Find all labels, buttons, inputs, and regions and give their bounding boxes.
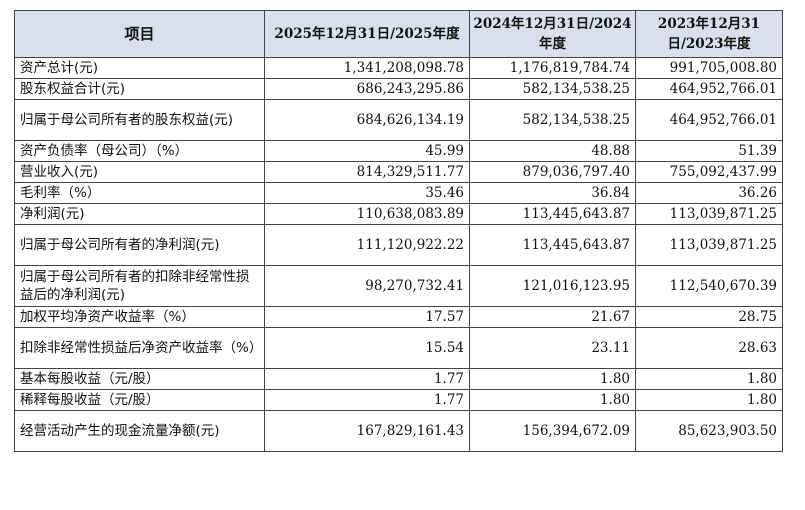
table-row: 净利润(元) 110,638,083.89 113,445,643.87 113… <box>14 203 783 225</box>
table-row: 股东权益合计(元) 686,243,295.86 582,134,538.25 … <box>14 78 783 100</box>
value-2025: 17.57 <box>264 306 470 328</box>
table-row: 毛利率（%） 35.46 36.84 36.26 <box>14 182 783 204</box>
value-2023: 51.39 <box>635 140 783 162</box>
value-2023: 112,540,670.39 <box>635 265 783 307</box>
header-2023: 2023年12月31日/2023年度 <box>635 10 783 58</box>
value-2025: 686,243,295.86 <box>264 78 470 100</box>
value-2025: 167,829,161.43 <box>264 410 470 452</box>
value-2025: 35.46 <box>264 182 470 204</box>
value-2024: 36.84 <box>469 182 636 204</box>
header-2024: 2024年12月31日/2024年度 <box>469 10 636 58</box>
financial-table-container: 项目 2025年12月31日/2025年度 2024年12月31日/2024年度… <box>14 10 783 452</box>
table-row: 资产负债率（母公司）（%） 45.99 48.88 51.39 <box>14 140 783 162</box>
row-label: 归属于母公司所有者的股东权益(元) <box>14 99 265 141</box>
value-2024: 582,134,538.25 <box>469 99 636 141</box>
table-row: 加权平均净资产收益率（%） 17.57 21.67 28.75 <box>14 306 783 328</box>
table-row: 基本每股收益（元/股） 1.77 1.80 1.80 <box>14 368 783 390</box>
value-2024: 113,445,643.87 <box>469 203 636 225</box>
header-2025: 2025年12月31日/2025年度 <box>264 10 470 58</box>
value-2025: 814,329,511.77 <box>264 161 470 183</box>
value-2024: 582,134,538.25 <box>469 78 636 100</box>
row-label: 加权平均净资产收益率（%） <box>14 306 265 328</box>
value-2024: 879,036,797.40 <box>469 161 636 183</box>
table-row: 营业收入(元) 814,329,511.77 879,036,797.40 75… <box>14 161 783 183</box>
value-2025: 45.99 <box>264 140 470 162</box>
table-row: 归属于母公司所有者的净利润(元) 111,120,922.22 113,445,… <box>14 224 783 266</box>
table-row: 经营活动产生的现金流量净额(元) 167,829,161.43 156,394,… <box>14 410 783 452</box>
value-2023: 85,623,903.50 <box>635 410 783 452</box>
row-label: 扣除非经常性损益后净资产收益率（%） <box>14 327 265 369</box>
row-label: 归属于母公司所有者的净利润(元) <box>14 224 265 266</box>
table-row: 扣除非经常性损益后净资产收益率（%） 15.54 23.11 28.63 <box>14 327 783 369</box>
value-2025: 1.77 <box>264 389 470 411</box>
value-2024: 1,176,819,784.74 <box>469 57 636 79</box>
row-label: 经营活动产生的现金流量净额(元) <box>14 410 265 452</box>
row-label: 基本每股收益（元/股） <box>14 368 265 390</box>
value-2024: 21.67 <box>469 306 636 328</box>
table-row: 归属于母公司所有者的股东权益(元) 684,626,134.19 582,134… <box>14 99 783 141</box>
value-2023: 28.75 <box>635 306 783 328</box>
row-label: 资产负债率（母公司）（%） <box>14 140 265 162</box>
value-2024: 156,394,672.09 <box>469 410 636 452</box>
row-label: 净利润(元) <box>14 203 265 225</box>
table-row: 资产总计(元) 1,341,208,098.78 1,176,819,784.7… <box>14 57 783 79</box>
value-2023: 464,952,766.01 <box>635 78 783 100</box>
financial-data-table: 项目 2025年12月31日/2025年度 2024年12月31日/2024年度… <box>14 10 783 452</box>
row-label: 资产总计(元) <box>14 57 265 79</box>
value-2025: 1,341,208,098.78 <box>264 57 470 79</box>
value-2025: 110,638,083.89 <box>264 203 470 225</box>
value-2023: 1.80 <box>635 389 783 411</box>
value-2023: 755,092,437.99 <box>635 161 783 183</box>
header-row: 项目 2025年12月31日/2025年度 2024年12月31日/2024年度… <box>14 10 783 58</box>
value-2024: 48.88 <box>469 140 636 162</box>
row-label: 营业收入(元) <box>14 161 265 183</box>
value-2025: 98,270,732.41 <box>264 265 470 307</box>
value-2024: 121,016,123.95 <box>469 265 636 307</box>
header-item: 项目 <box>14 10 265 58</box>
value-2025: 684,626,134.19 <box>264 99 470 141</box>
value-2023: 113,039,871.25 <box>635 203 783 225</box>
row-label: 毛利率（%） <box>14 182 265 204</box>
value-2023: 113,039,871.25 <box>635 224 783 266</box>
value-2024: 23.11 <box>469 327 636 369</box>
value-2023: 28.63 <box>635 327 783 369</box>
value-2025: 111,120,922.22 <box>264 224 470 266</box>
value-2023: 464,952,766.01 <box>635 99 783 141</box>
row-label: 股东权益合计(元) <box>14 78 265 100</box>
row-label: 归属于母公司所有者的扣除非经常性损益后的净利润(元) <box>14 265 265 307</box>
value-2025: 15.54 <box>264 327 470 369</box>
value-2024: 113,445,643.87 <box>469 224 636 266</box>
value-2024: 1.80 <box>469 368 636 390</box>
value-2025: 1.77 <box>264 368 470 390</box>
table-row: 稀释每股收益（元/股） 1.77 1.80 1.80 <box>14 389 783 411</box>
value-2023: 36.26 <box>635 182 783 204</box>
row-label: 稀释每股收益（元/股） <box>14 389 265 411</box>
table-row: 归属于母公司所有者的扣除非经常性损益后的净利润(元) 98,270,732.41… <box>14 265 783 307</box>
value-2023: 1.80 <box>635 368 783 390</box>
value-2024: 1.80 <box>469 389 636 411</box>
value-2023: 991,705,008.80 <box>635 57 783 79</box>
